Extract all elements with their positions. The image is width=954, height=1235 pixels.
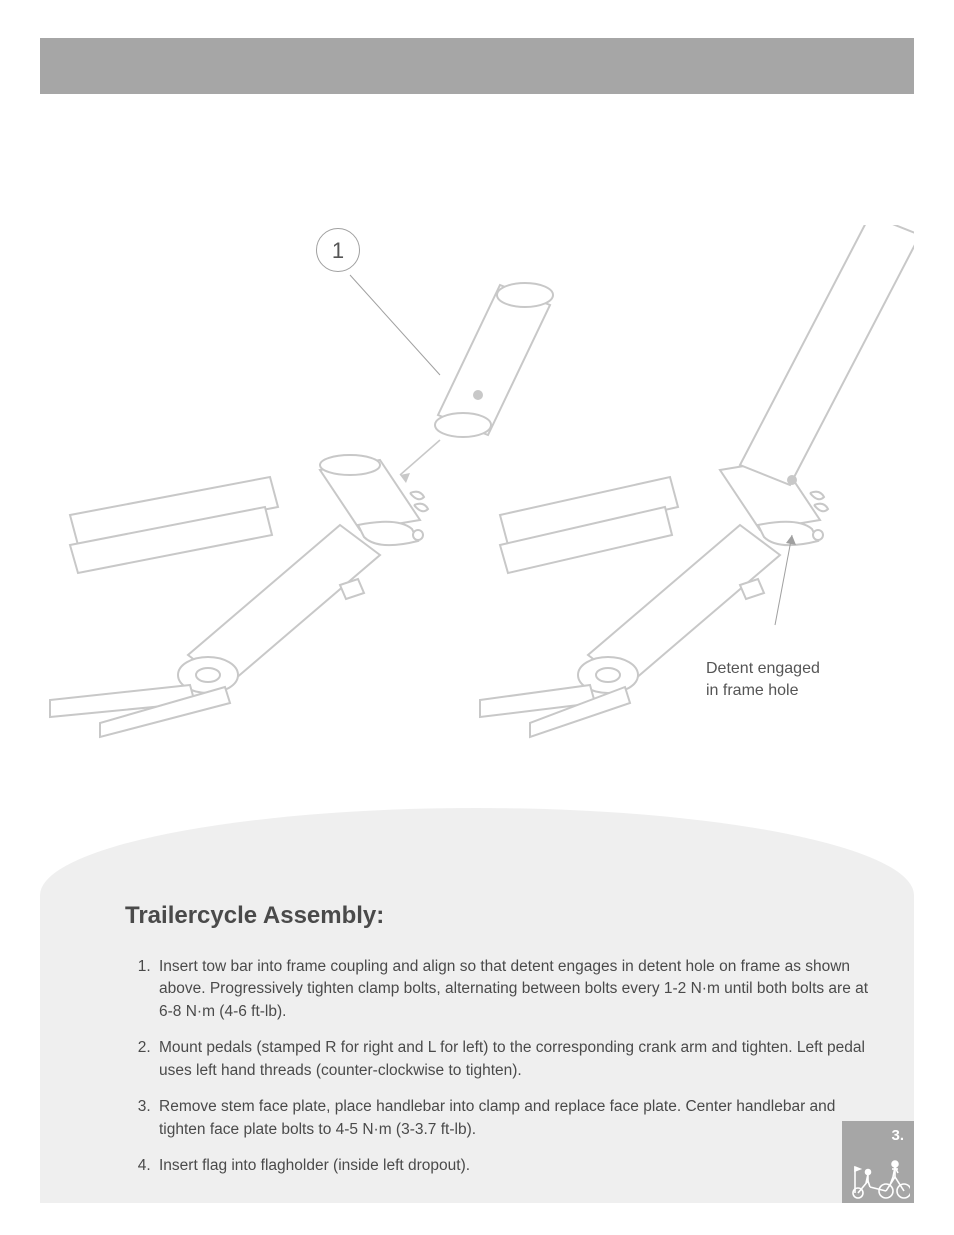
section-heading: Trailercycle Assembly: — [125, 902, 885, 930]
detent-label: Detent engaged in frame hole — [706, 658, 820, 703]
step-item: Mount pedals (stamped R for right and L … — [155, 1037, 885, 1082]
header-bar — [40, 38, 914, 94]
page-number: 3. — [891, 1127, 904, 1144]
trailercycle-icon — [846, 1157, 910, 1199]
diagram-callout-1: 1 — [316, 228, 360, 272]
assembly-steps-list: Insert tow bar into frame coupling and a… — [125, 956, 885, 1178]
page: 1 Detent engaged in frame hole Trailercy… — [0, 0, 954, 1235]
detent-label-line2: in frame hole — [706, 682, 799, 699]
callout-number: 1 — [332, 238, 344, 263]
step-item: Remove stem face plate, place handlebar … — [155, 1096, 885, 1141]
step-item: Insert flag into flagholder (inside left… — [155, 1155, 885, 1177]
detent-label-line1: Detent engaged — [706, 660, 820, 677]
step-item: Insert tow bar into frame coupling and a… — [155, 956, 885, 1023]
page-number-tab: 3. — [842, 1121, 914, 1203]
instructions-section: Trailercycle Assembly: Insert tow bar in… — [125, 902, 885, 1192]
